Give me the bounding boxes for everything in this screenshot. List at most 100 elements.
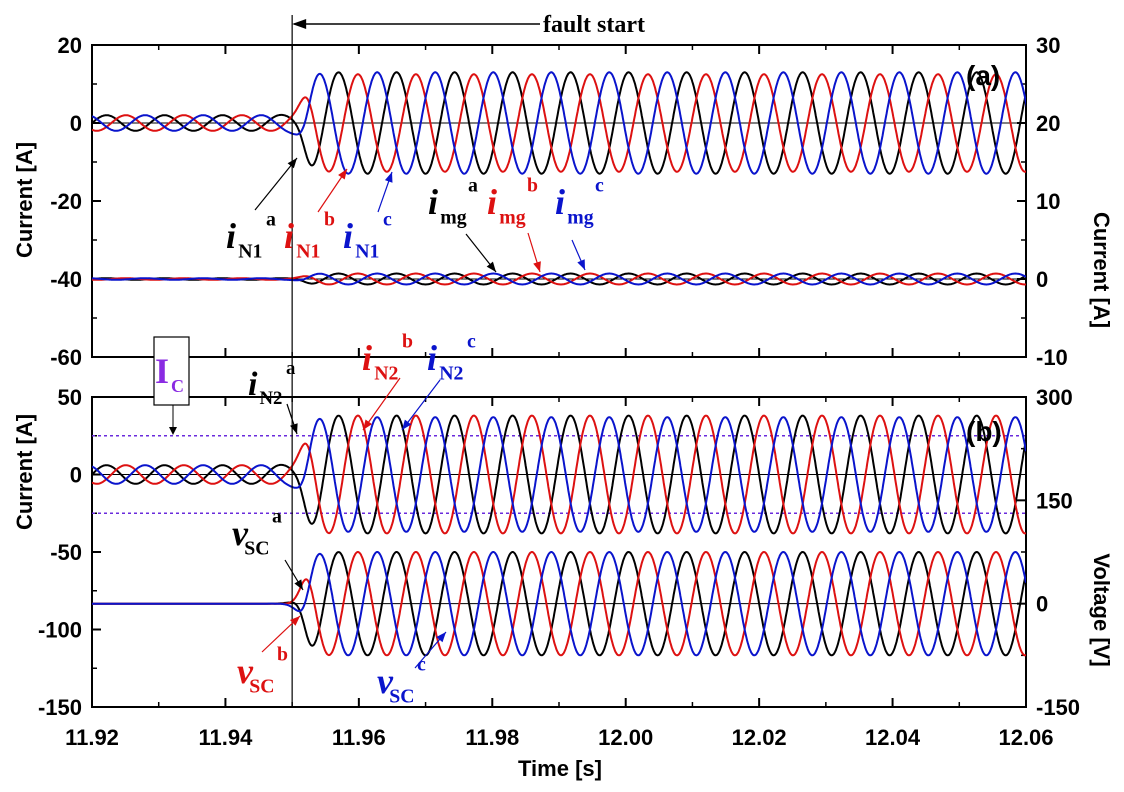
panel-b-y-right-label: Voltage [V]	[1089, 553, 1114, 666]
series-label-base: i	[555, 182, 565, 222]
x-tick-label: 11.94	[199, 725, 254, 750]
x-tick-label: 12.06	[998, 725, 1053, 750]
panel-a-ticks: 20 0 -20 -40 -60 30 20 10 0 -10	[50, 33, 1068, 370]
series-label-sup: a	[286, 358, 296, 379]
series-label-sub: N1	[238, 241, 262, 263]
panel-a-y-right-label: Current [A]	[1089, 212, 1114, 328]
pointer-arrowhead	[289, 616, 300, 626]
series-line-i-n2-c	[92, 416, 1026, 533]
pointer-arrowhead	[294, 579, 303, 590]
series-line-i-mg-c	[92, 272, 1026, 286]
y-left-tick-label: -40	[50, 267, 82, 292]
pointer-arrows	[254, 157, 586, 669]
series-line-i-n2-b	[92, 414, 1026, 535]
y-left-tick-label: 20	[58, 33, 82, 58]
x-tick-label: 11.96	[332, 725, 386, 750]
series-label-base: i	[226, 216, 236, 256]
fault-start-arrow	[292, 19, 540, 29]
series-label-sub: N1	[296, 241, 320, 263]
series-label: i N2c	[427, 331, 476, 385]
pointer-arrowhead	[363, 419, 373, 430]
series-label-sup: b	[324, 209, 335, 231]
series-label: i N1b	[284, 209, 335, 263]
series-label-sup: a	[468, 175, 478, 197]
pointer-arrowhead	[290, 423, 298, 434]
series-label-base: v	[232, 513, 249, 553]
series-label-sup: a	[272, 506, 282, 528]
series-label-sub: mg	[499, 207, 525, 229]
series-label-base: i	[487, 182, 497, 222]
y-right-tick-label: 0	[1036, 267, 1048, 292]
y-left-tick-label: -150	[38, 695, 82, 720]
y-left-tick-label: 0	[70, 111, 82, 136]
y-left-tick-label: -50	[50, 540, 82, 565]
series-label-sub: SC	[389, 686, 414, 708]
x-tick-label: 11.98	[465, 725, 519, 750]
panel-a-series	[92, 71, 1026, 286]
series-label: i mga	[428, 175, 478, 229]
pointer-arrow	[254, 157, 298, 211]
pointer-arrowhead	[402, 419, 412, 430]
series-label-sup: a	[266, 209, 276, 231]
series-label-sub: N2	[439, 363, 463, 385]
pointer-arrowhead	[287, 158, 297, 169]
y-left-tick-label: -20	[50, 189, 82, 214]
series-label-sub: mg	[567, 207, 593, 229]
panel-b-y-left-label: Current [A]	[12, 414, 37, 530]
y-right-tick-label: -10	[1036, 345, 1068, 370]
series-label-base: v	[237, 651, 254, 691]
series-label-base: i	[284, 216, 294, 256]
ic-label-sub: C	[171, 376, 184, 396]
panel-a-y-left-label: Current [A]	[12, 142, 37, 258]
series-label-sub: SC	[244, 538, 269, 560]
ic-label-box: I C	[153, 336, 190, 435]
series-label-base: v	[377, 661, 394, 701]
x-tick-label: 12.04	[865, 725, 921, 750]
y-left-tick-label: -60	[50, 345, 82, 370]
y-right-tick-label: -150	[1036, 695, 1080, 720]
series-label-sup: c	[595, 175, 604, 197]
panel-b-series	[92, 414, 1026, 657]
pointer-arrowhead	[486, 261, 496, 272]
series-label: i N1c	[343, 209, 392, 263]
series-label-sup: b	[527, 175, 538, 197]
series-label-sup: c	[383, 209, 392, 231]
series-label-base: i	[428, 182, 438, 222]
x-tick-label: 12.00	[598, 725, 653, 750]
pointer-arrowhead	[436, 632, 446, 643]
series-label-sub: SC	[249, 676, 274, 698]
panel-a-label: (a)	[966, 60, 1000, 91]
series-label-sup: b	[402, 331, 413, 353]
y-left-tick-label: 50	[58, 385, 82, 410]
pointer-arrowhead	[577, 259, 585, 270]
y-right-tick-label: 30	[1036, 33, 1060, 58]
series-label-sup: c	[467, 331, 476, 353]
series-label-sub: N1	[355, 241, 379, 263]
series-label: i N2b	[362, 331, 413, 385]
series-line-i-n1-c	[92, 71, 1026, 175]
y-right-tick-label: 20	[1036, 111, 1060, 136]
y-left-tick-label: -100	[38, 618, 82, 643]
series-label-base: i	[248, 366, 258, 403]
pointer-arrow	[401, 379, 441, 431]
series-label-sup: c	[417, 654, 426, 676]
series-label-sub: N2	[374, 363, 398, 385]
y-left-tick-label: 0	[70, 463, 82, 488]
x-tick-label: 12.02	[732, 725, 787, 750]
series-label-base: i	[343, 216, 353, 256]
fault-start-label: fault start	[543, 12, 645, 38]
pointer-arrowhead	[338, 169, 347, 180]
series-line-i-n1-b	[92, 73, 1026, 173]
series-label: i mgc	[555, 175, 604, 229]
y-right-tick-label: 10	[1036, 189, 1060, 214]
y-right-tick-label: 300	[1036, 385, 1073, 410]
x-tick-label: 11.92	[65, 725, 119, 750]
x-axis-label: Time [s]	[518, 756, 602, 781]
pointer-arrowhead	[384, 172, 393, 183]
series-label: i N2a	[248, 358, 296, 409]
series-label-sub: N2	[260, 388, 283, 409]
